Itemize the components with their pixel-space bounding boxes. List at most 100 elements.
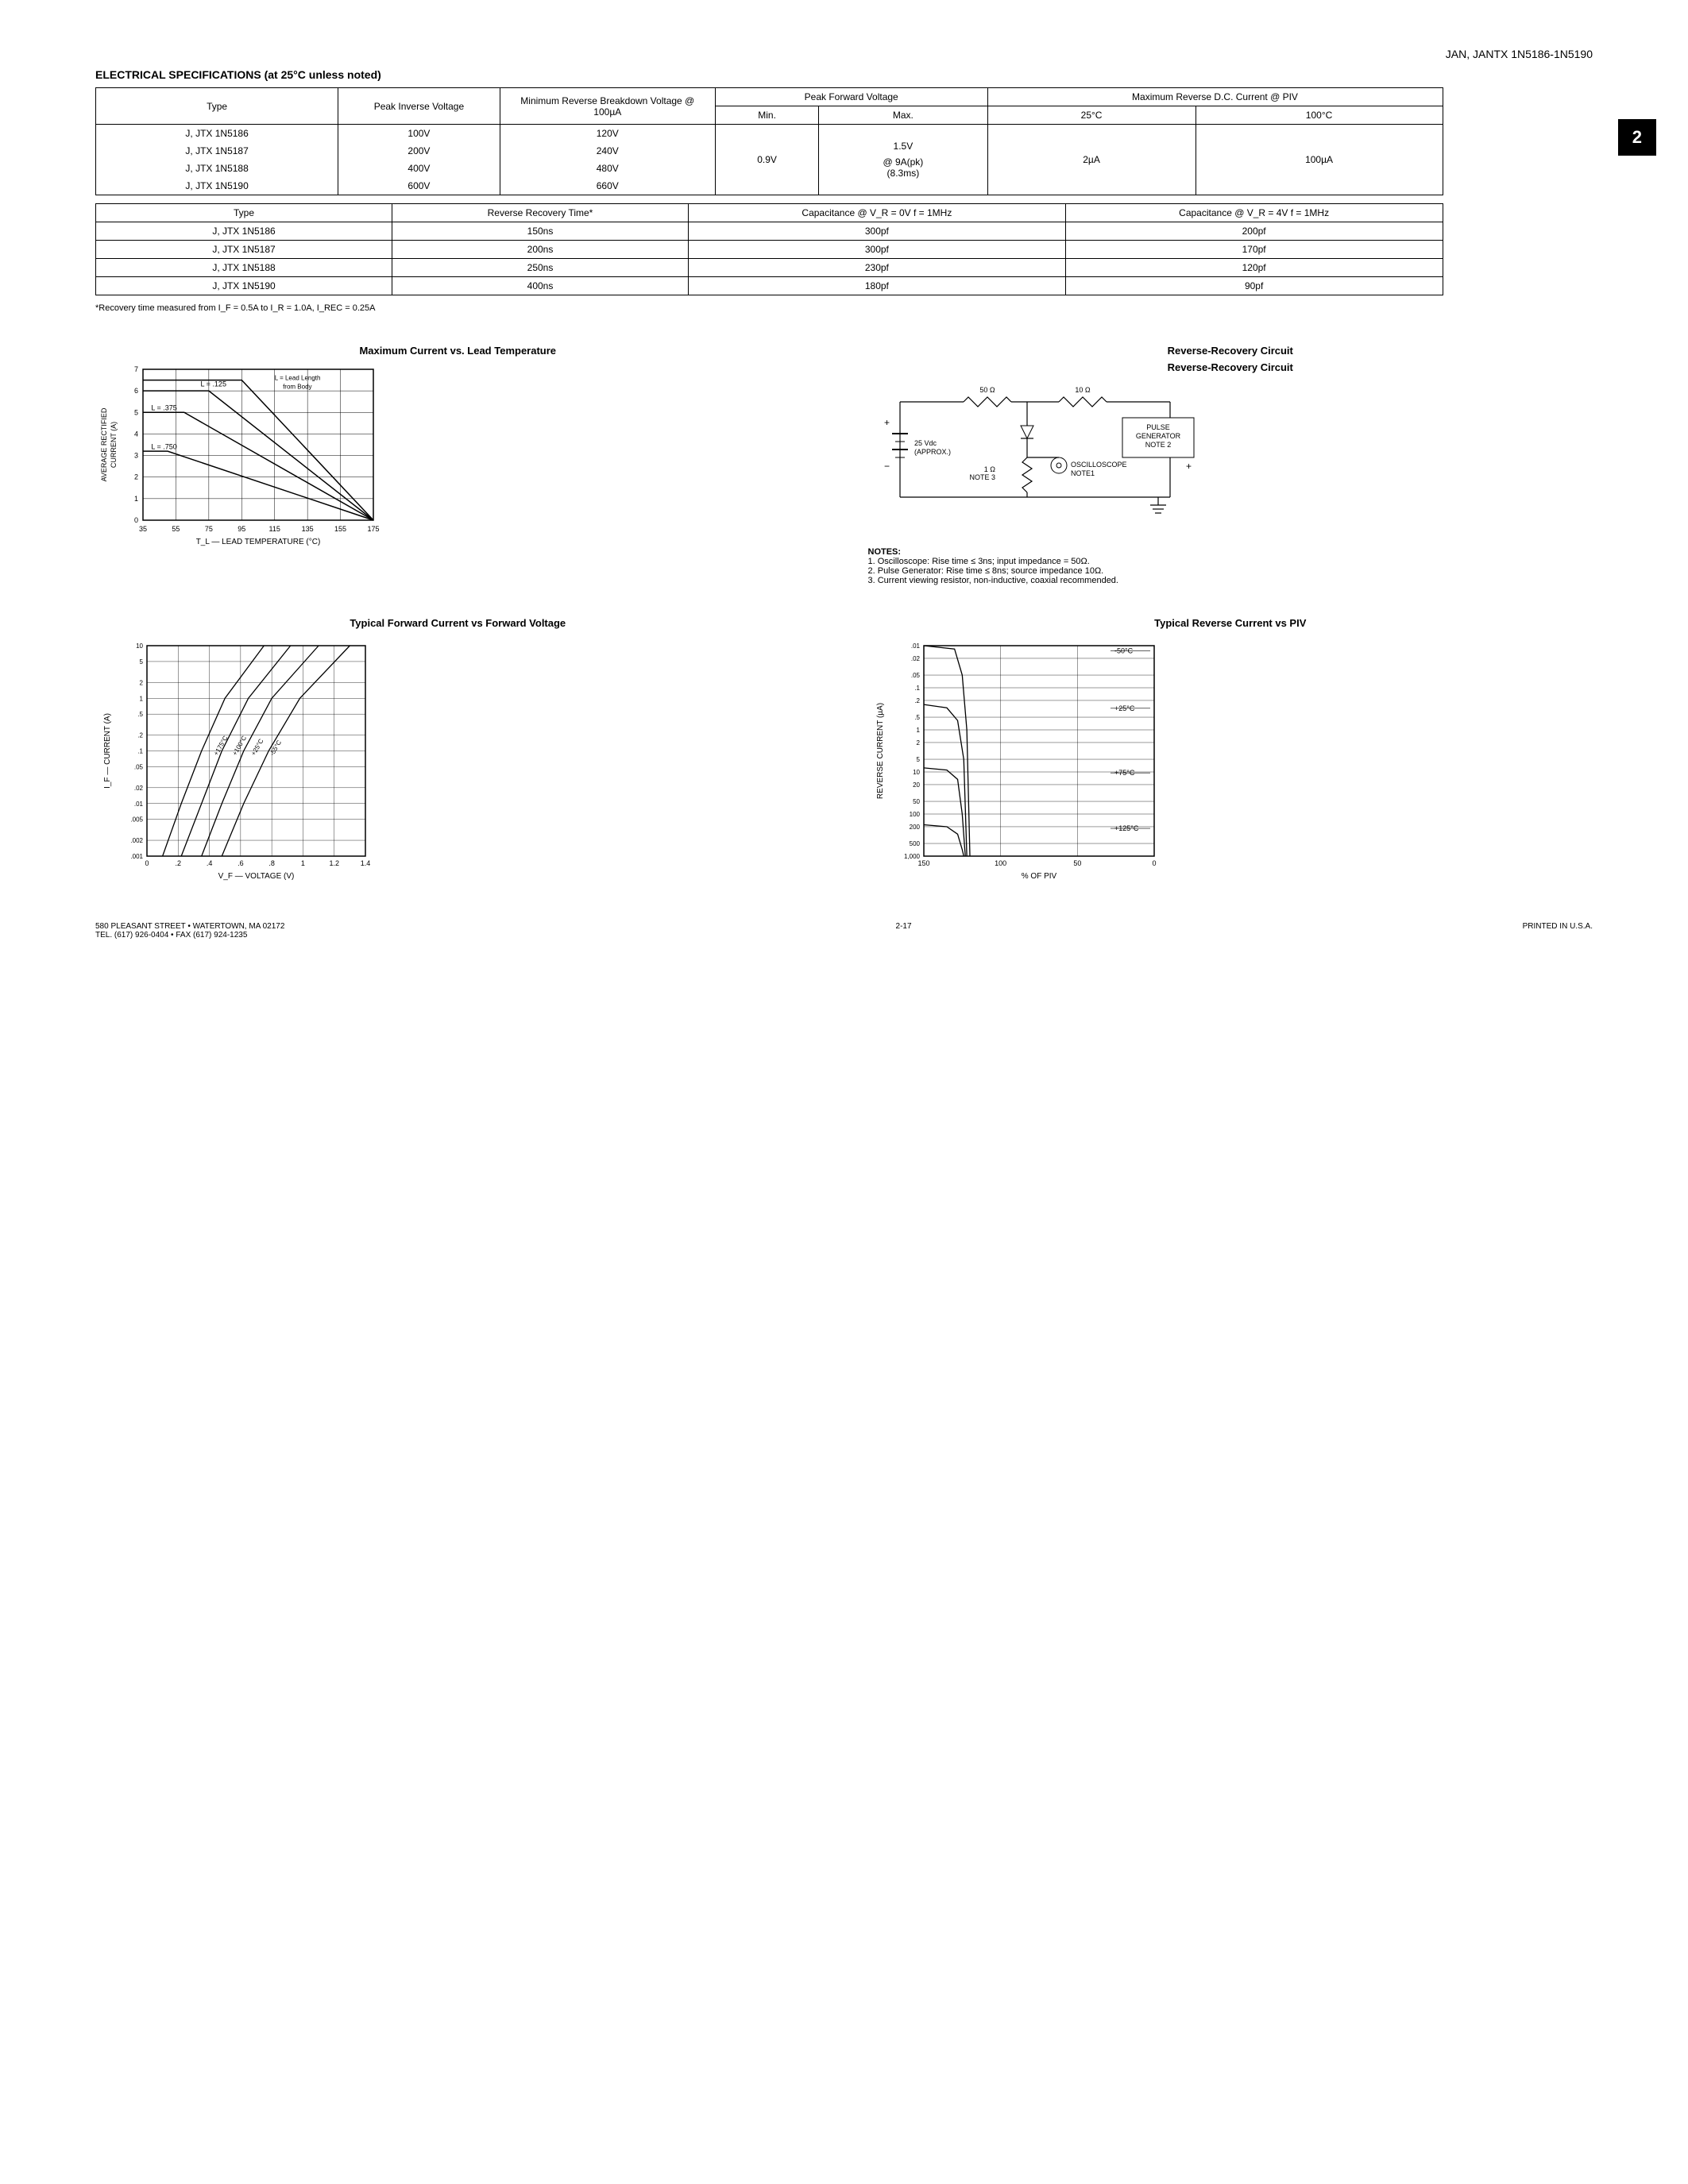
svg-text:NOTE 3: NOTE 3 <box>969 473 995 481</box>
svg-text:.01: .01 <box>910 642 920 650</box>
svg-text:2: 2 <box>140 679 144 686</box>
section-title: ELECTRICAL SPECIFICATIONS (at 25°C unles… <box>95 68 1593 81</box>
svg-text:20: 20 <box>913 781 920 789</box>
chart-3-col: Typical Reverse Current vs PIV 150100500… <box>868 617 1593 890</box>
t2-h-cap4: Capacitance @ V_R = 4V f = 1MHz <box>1065 204 1443 222</box>
svg-text:75: 75 <box>205 525 213 533</box>
spec-table-2: Type Reverse Recovery Time* Capacitance … <box>95 203 1443 295</box>
svg-text:.02: .02 <box>910 655 920 662</box>
svg-text:3: 3 <box>134 452 138 460</box>
svg-text:.2: .2 <box>914 697 920 704</box>
svg-text:2: 2 <box>916 739 920 747</box>
svg-text:35: 35 <box>139 525 147 533</box>
svg-text:(APPROX.): (APPROX.) <box>914 448 951 456</box>
note-2: 2. Pulse Generator: Rise time ≤ 8ns; sou… <box>868 566 1593 576</box>
t1-r2-mrbv: 480V <box>500 160 715 177</box>
circuit-diagram: 50 Ω10 Ω+−25 Vdc(APPROX.)1 ΩNOTE 3OSCILL… <box>868 378 1202 537</box>
svg-text:115: 115 <box>269 525 280 533</box>
svg-text:.002: .002 <box>130 837 143 844</box>
chart-1-title: Maximum Current vs. Lead Temperature <box>95 345 821 357</box>
svg-text:1.4: 1.4 <box>361 859 371 867</box>
circuit-col: Reverse-Recovery Circuit Reverse-Recover… <box>868 345 1593 585</box>
svg-text:2: 2 <box>134 473 138 481</box>
svg-text:.5: .5 <box>137 711 143 718</box>
t1-t25: 2µA <box>987 125 1196 195</box>
spec-table-1: Type Peak Inverse Voltage Minimum Revers… <box>95 87 1443 195</box>
svg-text:L = .125: L = .125 <box>201 380 226 388</box>
note-1: 1. Oscilloscope: Rise time ≤ 3ns; input … <box>868 557 1593 566</box>
t2-r3-rrt: 400ns <box>392 277 689 295</box>
svg-text:155: 155 <box>334 525 346 533</box>
t1-h-pfv-min: Min. <box>715 106 818 125</box>
circuit-title2: Reverse-Recovery Circuit <box>868 361 1593 373</box>
svg-text:PULSE: PULSE <box>1146 423 1170 431</box>
t1-h-piv: Peak Inverse Voltage <box>338 88 500 125</box>
svg-text:+: + <box>1186 461 1192 472</box>
t2-r3-type: J, JTX 1N5190 <box>96 277 392 295</box>
svg-text:50 Ω: 50 Ω <box>979 386 995 394</box>
chart-2-col: Typical Forward Current vs Forward Volta… <box>95 617 821 890</box>
svg-text:0: 0 <box>1152 859 1156 867</box>
t1-h-mrdc: Maximum Reverse D.C. Current @ PIV <box>987 88 1443 106</box>
svg-text:0: 0 <box>145 859 149 867</box>
t1-h-t25: 25°C <box>987 106 1196 125</box>
svg-text:5: 5 <box>134 408 138 416</box>
t1-h-type: Type <box>96 88 338 125</box>
svg-text:NOTE1: NOTE1 <box>1071 469 1095 477</box>
svg-text:+100°C: +100°C <box>231 735 248 757</box>
svg-text:1: 1 <box>916 727 920 734</box>
svg-text:AVERAGE RECTIFIED: AVERAGE RECTIFIED <box>100 407 108 481</box>
t1-pfv-min: 0.9V <box>715 125 818 195</box>
svg-text:1: 1 <box>301 859 305 867</box>
svg-text:GENERATOR: GENERATOR <box>1135 432 1180 440</box>
t1-r0-mrbv: 120V <box>500 125 715 143</box>
svg-text:1: 1 <box>140 695 144 702</box>
chart-3-title: Typical Reverse Current vs PIV <box>868 617 1593 629</box>
t1-h-t100: 100°C <box>1196 106 1443 125</box>
svg-text:500: 500 <box>909 840 920 847</box>
t2-r1-rrt: 200ns <box>392 241 689 259</box>
footer-right: PRINTED IN U.S.A. <box>1523 922 1593 940</box>
chart-3: 150100500.01.02.05.1.2.51251020501002005… <box>868 634 1170 888</box>
svg-text:95: 95 <box>238 525 245 533</box>
svg-text:T_L — LEAD TEMPERATURE (°C): T_L — LEAD TEMPERATURE (°C) <box>196 538 321 546</box>
t1-r3-mrbv: 660V <box>500 177 715 195</box>
t1-h-pfv-max: Max. <box>819 106 987 125</box>
t1-r1-mrbv: 240V <box>500 142 715 160</box>
footnote: *Recovery time measured from I_F = 0.5A … <box>95 303 1593 313</box>
svg-text:10 Ω: 10 Ω <box>1075 386 1091 394</box>
svg-text:.5: .5 <box>914 714 920 721</box>
t2-r1-c4: 170pf <box>1065 241 1443 259</box>
circuit-title: Reverse-Recovery Circuit <box>868 345 1593 357</box>
t1-r2-piv: 400V <box>338 160 500 177</box>
svg-text:.4: .4 <box>207 859 213 867</box>
t2-r2-c4: 120pf <box>1065 259 1443 277</box>
t1-pfv-max-val: 1.5V <box>825 141 980 152</box>
t2-r2-c0: 230pf <box>689 259 1066 277</box>
t1-r2-type: J, JTX 1N5188 <box>96 160 338 177</box>
svg-text:.8: .8 <box>268 859 275 867</box>
svg-text:.2: .2 <box>176 859 182 867</box>
svg-text:.05: .05 <box>910 672 920 679</box>
svg-text:L = .375: L = .375 <box>151 404 176 412</box>
footer-center: 2-17 <box>896 922 912 940</box>
svg-text:1: 1 <box>134 495 138 503</box>
svg-text:REVERSE CURRENT (µA): REVERSE CURRENT (µA) <box>876 703 885 799</box>
svg-text:.1: .1 <box>914 685 920 692</box>
svg-text:4: 4 <box>134 430 138 438</box>
t2-r1-type: J, JTX 1N5187 <box>96 241 392 259</box>
t1-h-pfv: Peak Forward Voltage <box>715 88 987 106</box>
header-part-number: JAN, JANTX 1N5186-1N5190 <box>95 48 1593 60</box>
t2-r0-type: J, JTX 1N5186 <box>96 222 392 241</box>
t2-h-type: Type <box>96 204 392 222</box>
t1-pfv-time: (8.3ms) <box>825 168 980 179</box>
t2-r3-c4: 90pf <box>1065 277 1443 295</box>
circuit-notes: NOTES: 1. Oscilloscope: Rise time ≤ 3ns;… <box>868 547 1593 585</box>
svg-text:10: 10 <box>136 642 143 650</box>
svg-text:CURRENT (A): CURRENT (A) <box>110 422 118 468</box>
svg-text:+: + <box>884 417 890 428</box>
svg-text:+25°C: +25°C <box>249 738 265 757</box>
svg-text:.01: .01 <box>134 801 144 808</box>
svg-text:55: 55 <box>172 525 180 533</box>
t2-r0-rrt: 150ns <box>392 222 689 241</box>
